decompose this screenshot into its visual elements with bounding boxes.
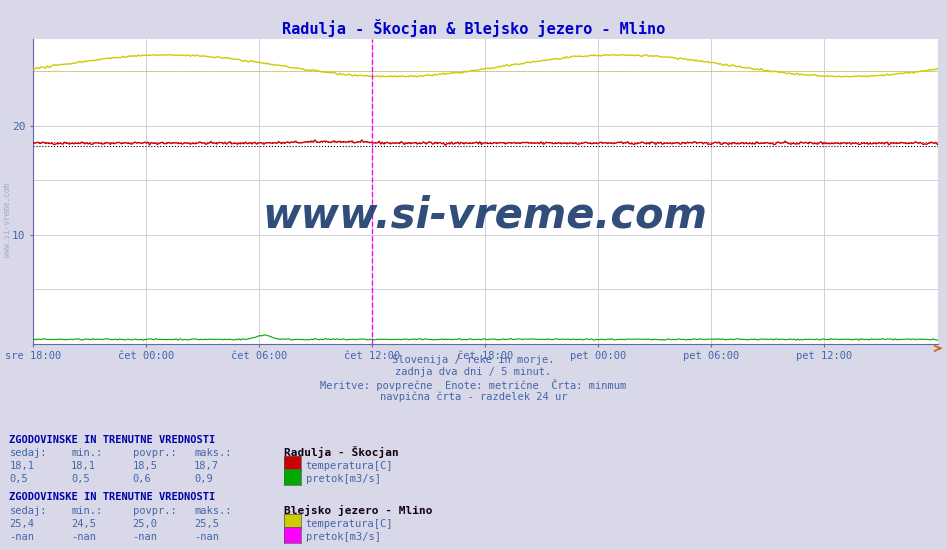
Text: zadnja dva dni / 5 minut.: zadnja dva dni / 5 minut. [396,367,551,377]
Text: pretok[m3/s]: pretok[m3/s] [306,532,381,542]
Text: -nan: -nan [9,532,34,542]
Text: 0,5: 0,5 [71,474,90,484]
Text: 0,5: 0,5 [9,474,28,484]
Text: Radulja - Škocjan: Radulja - Škocjan [284,446,399,458]
Text: -nan: -nan [133,532,157,542]
Text: povpr.:: povpr.: [133,448,176,458]
Text: 0,9: 0,9 [194,474,213,484]
Text: -nan: -nan [194,532,219,542]
Text: maks.:: maks.: [194,448,232,458]
Text: Slovenija / reke in morje.: Slovenija / reke in morje. [392,355,555,365]
Text: navpična črta - razdelek 24 ur: navpična črta - razdelek 24 ur [380,391,567,401]
Text: sedaj:: sedaj: [9,448,47,458]
Text: temperatura[C]: temperatura[C] [306,461,393,471]
Text: povpr.:: povpr.: [133,505,176,515]
Text: 18,1: 18,1 [9,461,34,471]
Text: 18,7: 18,7 [194,461,219,471]
Text: 25,4: 25,4 [9,519,34,529]
Text: ZGODOVINSKE IN TRENUTNE VREDNOSTI: ZGODOVINSKE IN TRENUTNE VREDNOSTI [9,492,216,503]
Text: temperatura[C]: temperatura[C] [306,519,393,529]
Text: Meritve: povprečne  Enote: metrične  Črta: minmum: Meritve: povprečne Enote: metrične Črta:… [320,379,627,391]
Text: ZGODOVINSKE IN TRENUTNE VREDNOSTI: ZGODOVINSKE IN TRENUTNE VREDNOSTI [9,434,216,445]
Text: 18,1: 18,1 [71,461,96,471]
Text: maks.:: maks.: [194,505,232,515]
Text: -nan: -nan [71,532,96,542]
Text: 18,5: 18,5 [133,461,157,471]
Text: 25,0: 25,0 [133,519,157,529]
Text: Blejsko jezero - Mlino: Blejsko jezero - Mlino [284,504,433,515]
Text: 24,5: 24,5 [71,519,96,529]
Text: sedaj:: sedaj: [9,505,47,515]
Text: pretok[m3/s]: pretok[m3/s] [306,474,381,484]
Text: 0,6: 0,6 [133,474,152,484]
Text: min.:: min.: [71,448,102,458]
Text: Radulja - Škocjan & Blejsko jezero - Mlino: Radulja - Škocjan & Blejsko jezero - Mli… [282,19,665,37]
Text: min.:: min.: [71,505,102,515]
Text: www.si-vreme.com: www.si-vreme.com [3,183,12,257]
Text: 25,5: 25,5 [194,519,219,529]
Text: www.si-vreme.com: www.si-vreme.com [263,195,707,236]
